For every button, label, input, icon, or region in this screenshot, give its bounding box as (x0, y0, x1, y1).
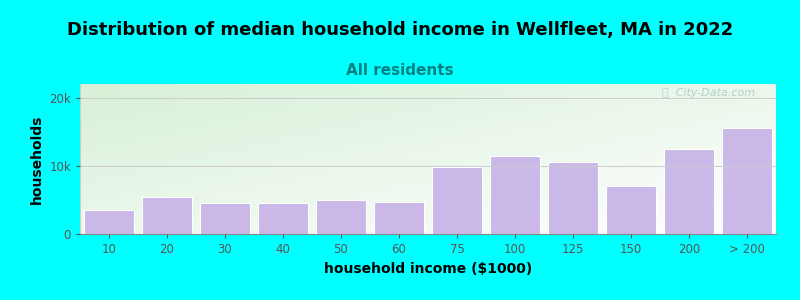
Text: ⓘ  City-Data.com: ⓘ City-Data.com (662, 88, 755, 98)
Bar (84, 210, 134, 234)
Bar (490, 156, 540, 234)
Bar (258, 203, 308, 234)
Text: Distribution of median household income in Wellfleet, MA in 2022: Distribution of median household income … (67, 21, 733, 39)
Bar (664, 149, 714, 234)
X-axis label: household income ($1000): household income ($1000) (324, 262, 532, 276)
Text: All residents: All residents (346, 63, 454, 78)
Bar (142, 196, 192, 234)
Bar (548, 162, 598, 234)
Bar (722, 128, 772, 234)
Bar (316, 200, 366, 234)
Bar (606, 186, 656, 234)
Bar (200, 203, 250, 234)
Y-axis label: households: households (30, 114, 44, 204)
Bar (432, 167, 482, 234)
Bar (374, 202, 424, 234)
